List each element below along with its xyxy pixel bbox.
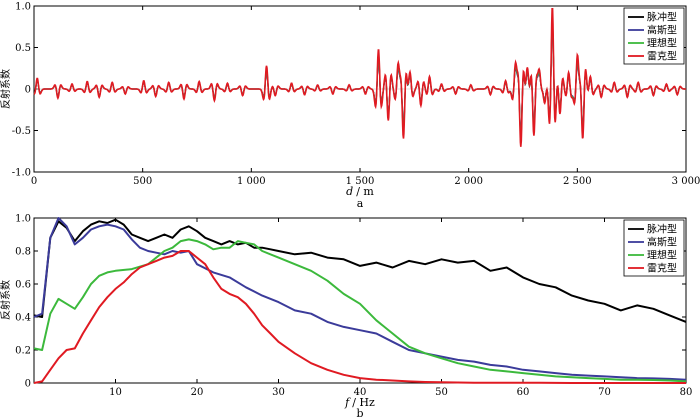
panel-b-axes: 10 20 30 40 50 60 70 80 0 0.2 0.4 0.6 0.8 1.0 [15, 214, 692, 399]
x-tick-label: 3 000 [672, 176, 700, 187]
x-tick-label: 60 [517, 387, 530, 398]
y-tick-label: 0.6 [15, 280, 31, 291]
panel-a-xlabel: d / m [346, 185, 374, 198]
panel-a: 0 500 1 000 1 500 2 000 2 500 3 000 -1.0 -0.5 0 0.… [0, 2, 700, 211]
x-tick-label: 40 [354, 387, 367, 398]
legend-entry: 雷克型 [647, 50, 677, 63]
panel-b-series [33, 217, 687, 384]
x-tick-label: 80 [680, 387, 693, 398]
y-tick-label: 0.4 [15, 313, 31, 324]
series-line [33, 25, 686, 135]
legend-entry: 理想型 [647, 249, 677, 262]
panel-a-series [33, 8, 686, 147]
x-tick-label: 500 [133, 176, 152, 187]
legend-entry: 高斯型 [647, 24, 677, 37]
series-line [33, 250, 686, 384]
legend-entry: 脉冲型 [647, 11, 677, 24]
x-tick-label: 1 500 [346, 176, 375, 187]
x-tick-label: 30 [272, 387, 285, 398]
panel-b-label: b [356, 407, 363, 420]
legend-entry: 脉冲型 [647, 223, 677, 236]
legend-entry: 雷克型 [647, 262, 677, 275]
y-tick-label: 0.2 [15, 346, 31, 357]
legend-entry: 理想型 [647, 37, 677, 50]
y-tick-label: -1.0 [12, 168, 31, 179]
panel-a-axes: 0 500 1 000 1 500 2 000 2 500 3 000 -1.0 -0.5 0 0.… [12, 2, 700, 188]
panel-b-xlabel-unit: / Hz [352, 396, 375, 409]
legend-entry: 高斯型 [647, 236, 677, 249]
panel-b-ylabel: 反射系数 [0, 280, 12, 320]
y-tick-label: 1.0 [15, 2, 31, 13]
x-tick-label: 2 500 [563, 176, 592, 187]
y-tick-label: 1.0 [15, 214, 31, 225]
y-tick-label: 0.8 [15, 247, 31, 258]
x-tick-label: 70 [598, 387, 611, 398]
y-tick-label: 0 [25, 85, 31, 96]
panel-a-xlabel-var: d [346, 185, 353, 198]
panel-b-xlabel-var: f [344, 396, 351, 409]
series-line [33, 8, 686, 147]
series-line [33, 19, 686, 139]
series-line [33, 218, 687, 323]
x-tick-label: 2 000 [454, 176, 483, 187]
y-tick-label: 0.5 [15, 43, 31, 54]
y-tick-label: -0.5 [12, 126, 31, 137]
panel-a-ylabel: 反射系数 [0, 69, 12, 109]
y-tick-label: 0 [25, 379, 31, 390]
series-line [33, 22, 686, 137]
x-tick-label: 10 [109, 387, 122, 398]
x-tick-label: 50 [435, 387, 448, 398]
x-tick-label: 0 [31, 176, 37, 187]
series-line [33, 217, 687, 381]
series-line [33, 238, 687, 383]
x-tick-label: 1 000 [237, 176, 266, 187]
panel-b: 10 20 30 40 50 60 70 80 0 0.2 0.4 0.6 0.8 1.0 反射系数 f /… [0, 214, 692, 420]
x-tick-label: 20 [191, 387, 204, 398]
panel-a-label: a [357, 197, 364, 210]
panel-a-xlabel-unit: / m [356, 185, 374, 198]
panel-b-xlabel: f / Hz [344, 396, 375, 409]
